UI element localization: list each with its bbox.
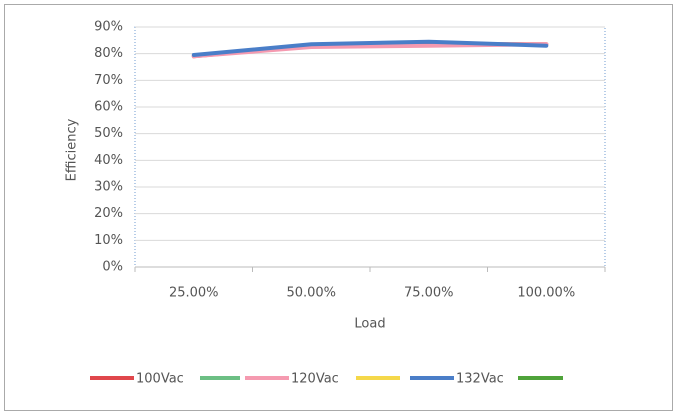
y-tick-label: 90% xyxy=(94,20,123,35)
legend-label: 132Vac xyxy=(456,372,504,387)
y-tick-label: 80% xyxy=(94,46,123,61)
y-tick-label: 70% xyxy=(94,73,123,88)
x-tick-label: 75.00% xyxy=(404,286,454,301)
legend-label: 100Vac xyxy=(136,372,184,387)
x-axis-label: Load xyxy=(354,317,385,332)
x-tick-label: 100.00% xyxy=(517,286,575,301)
x-tick-label: 50.00% xyxy=(286,286,336,301)
frame xyxy=(4,4,673,411)
y-axis-label: Efficiency xyxy=(65,118,80,181)
legend-label: 120Vac xyxy=(291,372,339,387)
y-tick-label: 60% xyxy=(94,100,123,115)
x-tick-label: 25.00% xyxy=(169,286,219,301)
y-tick-label: 50% xyxy=(94,126,123,141)
y-tick-label: 10% xyxy=(94,233,123,248)
series-line xyxy=(191,39,549,57)
y-tick-label: 20% xyxy=(94,206,123,221)
y-tick-label: 0% xyxy=(102,260,123,275)
y-tick-label: 40% xyxy=(94,153,123,168)
y-tick-label: 30% xyxy=(94,180,123,195)
